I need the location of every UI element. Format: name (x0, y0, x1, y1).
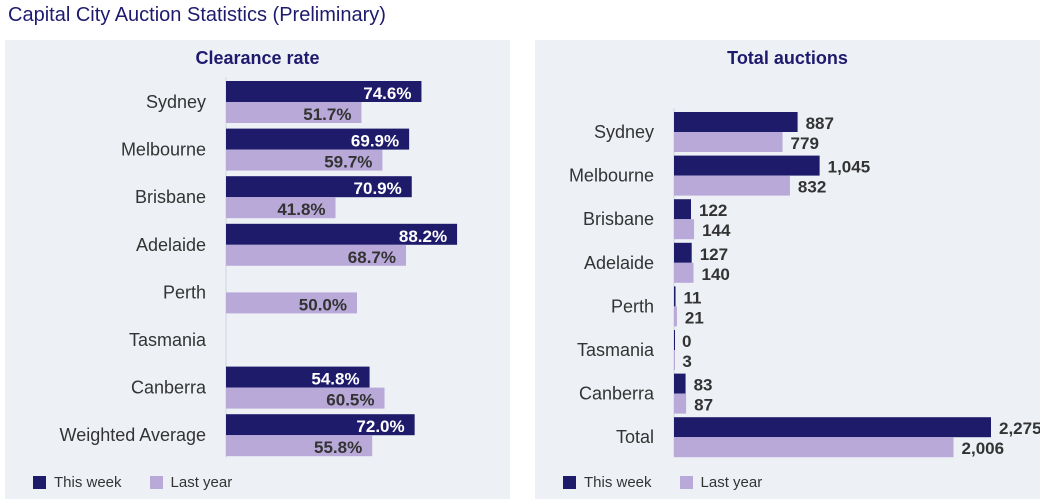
legend-item-last-year: Last year (149, 474, 233, 491)
data-label-last-year-melbourne: 832 (798, 178, 826, 197)
total-auctions-title: Total auctions (727, 48, 848, 68)
bar-last-year-perth (674, 306, 677, 327)
bar-last-year-total (674, 437, 954, 458)
category-label-adelaide: Adelaide (136, 235, 206, 255)
data-label-this-week-weighted-average: 72.0% (356, 417, 404, 436)
bar-this-week-sydney (674, 112, 798, 132)
category-label-sydney: Sydney (146, 92, 206, 112)
total-auctions-panel: Total auctions Sydney 887 779 Melbourne 1,04… (535, 40, 1040, 499)
bar-last-year-canberra (674, 393, 687, 414)
data-label-last-year-melbourne: 59.7% (324, 153, 372, 172)
data-label-this-week-melbourne: 1,045 (828, 158, 871, 177)
bar-last-year-brisbane (674, 219, 695, 240)
category-label-brisbane: Brisbane (135, 187, 206, 207)
data-label-last-year-canberra: 87 (694, 396, 713, 415)
legend-label-this-week: This week (584, 474, 652, 491)
category-label-perth: Perth (611, 296, 654, 316)
clearance-rate-title: Clearance rate (195, 48, 320, 68)
data-label-last-year-brisbane: 41.8% (277, 200, 325, 219)
category-label-melbourne: Melbourne (569, 166, 654, 186)
data-label-last-year-perth: 21 (685, 308, 704, 327)
category-label-sydney: Sydney (594, 122, 654, 142)
category-label-tasmania: Tasmania (129, 330, 207, 350)
bar-this-week-weighted-average (226, 414, 415, 436)
category-label-brisbane: Brisbane (583, 209, 654, 229)
data-label-this-week-total: 2,275 (999, 419, 1040, 438)
data-label-last-year-canberra: 60.5% (326, 391, 374, 410)
data-label-last-year-tasmania: 3 (682, 352, 691, 371)
bar-this-week-canberra (674, 373, 686, 394)
data-label-last-year-adelaide: 68.7% (348, 248, 396, 267)
legend-item-this-week: This week (33, 474, 122, 491)
data-label-this-week-tasmania: 0 (682, 332, 691, 351)
legend-label-this-week: This week (54, 474, 122, 491)
data-label-last-year-sydney: 779 (791, 134, 819, 153)
clearance-rate-panel: Clearance rate Sydney 74.6% 51.7% Melbourne… (5, 40, 510, 499)
bar-this-week-adelaide (226, 223, 458, 245)
data-label-last-year-perth: 50.0% (299, 295, 347, 314)
bar-last-year-brisbane (226, 197, 336, 219)
data-label-this-week-canberra: 54.8% (311, 370, 359, 389)
bar-last-year-sydney (226, 102, 362, 123)
legend-swatch-this-week (33, 476, 46, 489)
bar-this-week-brisbane (226, 176, 412, 198)
bar-this-week-melbourne (674, 155, 820, 176)
bar-this-week-sydney (226, 81, 422, 102)
data-label-this-week-brisbane: 122 (699, 201, 727, 220)
legend-swatch-last-year (149, 476, 163, 489)
category-label-tasmania: Tasmania (577, 340, 655, 360)
legend-label-last-year: Last year (700, 474, 763, 491)
data-label-this-week-perth: 11 (684, 288, 702, 307)
bar-last-year-weighted-average (226, 435, 373, 457)
data-label-this-week-melbourne: 69.9% (351, 132, 399, 151)
category-label-perth: Perth (163, 282, 206, 302)
data-label-this-week-sydney: 887 (806, 114, 834, 133)
bar-this-week-perth (674, 286, 676, 307)
data-label-last-year-sydney: 51.7% (303, 105, 351, 124)
data-label-this-week-adelaide: 127 (700, 245, 728, 264)
category-label-adelaide: Adelaide (584, 253, 654, 273)
legend-swatch-this-week (563, 476, 576, 489)
legend-swatch-last-year (679, 476, 693, 489)
category-label-canberra: Canberra (131, 378, 207, 398)
bar-last-year-adelaide (226, 244, 406, 266)
data-label-last-year-brisbane: 144 (702, 221, 731, 240)
data-label-this-week-canberra: 83 (694, 376, 713, 395)
clearance-rate-chart: Sydney 74.6% 51.7% Melbourne 69.9% 59.7% Brisb… (60, 77, 458, 458)
data-label-this-week-brisbane: 70.9% (354, 179, 402, 198)
legend-label-last-year: Last year (170, 474, 233, 491)
bar-this-week-brisbane (674, 199, 691, 220)
category-label-total: Total (616, 427, 654, 447)
bar-last-year-adelaide (674, 262, 694, 283)
data-label-this-week-sydney: 74.6% (363, 84, 411, 103)
bar-this-week-melbourne (226, 128, 410, 150)
legend-item-last-year: Last year (679, 474, 763, 491)
clearance-rate-legend: This week Last year (33, 474, 260, 491)
bar-last-year-melbourne (674, 175, 790, 196)
legend-item-this-week: This week (563, 474, 652, 491)
total-auctions-legend: This week Last year (563, 474, 790, 491)
bar-last-year-perth (226, 292, 357, 314)
bar-this-week-canberra (226, 366, 370, 388)
category-label-canberra: Canberra (579, 384, 655, 404)
data-label-last-year-weighted-average: 55.8% (314, 438, 362, 457)
bar-last-year-melbourne (226, 149, 383, 171)
bar-last-year-canberra (226, 387, 385, 409)
category-label-melbourne: Melbourne (121, 140, 206, 160)
data-label-last-year-adelaide: 140 (702, 265, 730, 284)
bar-this-week-tasmania (674, 330, 675, 350)
data-label-this-week-adelaide: 88.2% (399, 227, 447, 246)
bar-last-year-sydney (674, 132, 783, 152)
bar-last-year-tasmania (674, 350, 675, 370)
bar-this-week-total (674, 417, 991, 438)
bar-this-week-adelaide (674, 242, 692, 263)
page-title: Capital City Auction Statistics (Prelimi… (8, 4, 386, 26)
category-label-weighted-average: Weighted Average (60, 425, 206, 445)
data-label-last-year-total: 2,006 (962, 439, 1005, 458)
